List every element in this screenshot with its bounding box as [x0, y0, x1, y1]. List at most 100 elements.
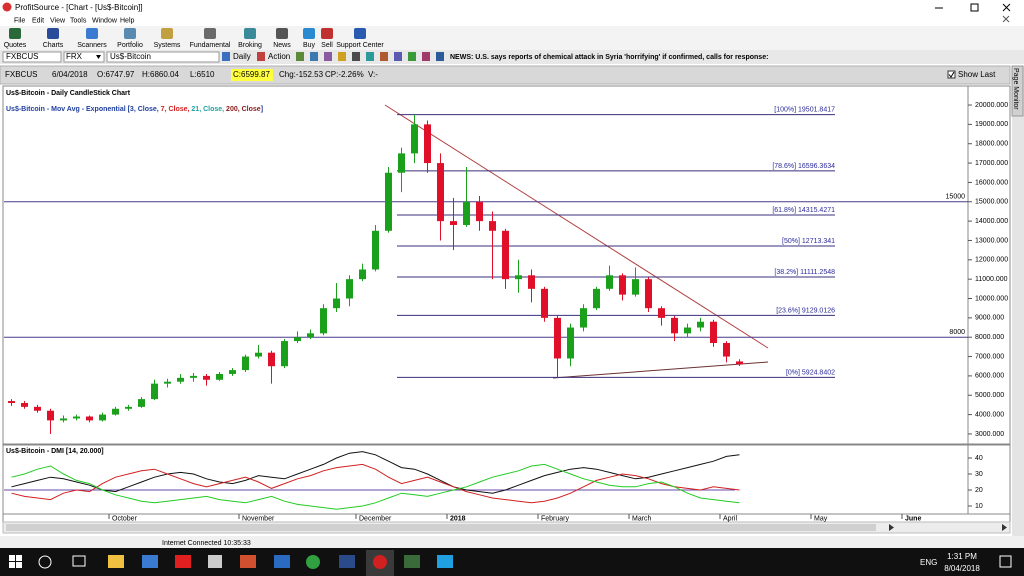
logo-pane — [9, 562, 15, 568]
toolbar-button[interactable]: Support Center — [336, 42, 384, 49]
candle-body — [385, 172, 392, 231]
taskbar-app[interactable] — [142, 555, 158, 568]
toolbar-icon — [321, 28, 333, 39]
task-view[interactable] — [72, 555, 86, 567]
tool-icon[interactable] — [408, 52, 416, 61]
scroll-arrow[interactable] — [1002, 524, 1007, 531]
fib-value: 12713.341 — [802, 238, 835, 245]
toolbar-icon — [303, 28, 315, 39]
symbol-input[interactable] — [2, 51, 62, 63]
candle-body — [255, 352, 262, 357]
menu-item[interactable]: Tools — [70, 17, 87, 24]
candle-body — [437, 163, 444, 222]
fib-value: 19501.8417 — [798, 107, 835, 114]
taskbar-app[interactable] — [240, 555, 256, 568]
tool-icon[interactable] — [310, 52, 318, 61]
tool-icon[interactable] — [352, 52, 360, 61]
taskbar-app[interactable] — [108, 555, 124, 568]
tool-icon[interactable] — [366, 52, 374, 61]
action-icon — [257, 52, 265, 61]
fib-label: [78.6%] 16596.3634 — [772, 163, 835, 170]
action-button[interactable]: Action — [268, 52, 290, 61]
taskbar — [0, 548, 1024, 576]
tool-icon[interactable] — [380, 52, 388, 61]
tray-time[interactable]: 1:31 PM — [947, 552, 977, 561]
start-button[interactable] — [9, 555, 22, 568]
toolbar-button[interactable]: Fundamental — [190, 42, 231, 49]
x-tick-label: November — [242, 515, 275, 522]
dmi-line — [11, 463, 740, 510]
scroll-thumb[interactable] — [6, 524, 876, 531]
candle-body — [476, 201, 483, 222]
candle-body — [658, 308, 665, 318]
fib-value: 14315.4271 — [798, 207, 835, 214]
name-input[interactable] — [106, 51, 220, 63]
tool-icon[interactable] — [394, 52, 402, 61]
x-tick-label: 2018 — [450, 515, 466, 522]
toolbar-button[interactable]: Broking — [238, 42, 262, 49]
candle-body — [619, 275, 626, 295]
scroll-arrow[interactable] — [889, 524, 894, 531]
y-tick-label: 10000.000 — [975, 295, 1008, 302]
side-tab[interactable] — [1011, 65, 1024, 117]
menu-item[interactable]: File — [14, 17, 25, 24]
taskbar-app[interactable] — [437, 555, 453, 568]
candle-body — [60, 418, 67, 421]
menu-item[interactable]: Help — [120, 17, 135, 24]
toolbar-button[interactable]: Quotes — [4, 42, 27, 49]
info-open: O:6747.97 — [97, 70, 135, 79]
info-change-pct: CP:-2.26% — [325, 70, 364, 79]
side-panel — [1012, 66, 1024, 536]
dropdown-arrow — [96, 55, 101, 59]
taskbar-app[interactable] — [274, 555, 290, 568]
toolbar-button[interactable]: Portfolio — [117, 42, 143, 49]
taskbar-app[interactable] — [404, 555, 420, 568]
dmi-title: Us$-Bitcoin - DMI [14, 20.000] — [6, 448, 104, 455]
show-last-checkbox[interactable] — [947, 70, 956, 79]
candle-body — [177, 377, 184, 382]
menu-item[interactable]: Edit — [32, 17, 44, 24]
y-tick-label: 14000.000 — [975, 218, 1008, 225]
legend-part: 7, Close, — [161, 106, 192, 113]
toolbar-button[interactable]: Charts — [43, 42, 64, 49]
menu-item[interactable]: Window — [92, 17, 118, 24]
title-bar — [0, 0, 1024, 14]
candle-body — [99, 414, 106, 421]
tool-icon[interactable] — [296, 52, 304, 61]
tool-icon[interactable] — [422, 52, 430, 61]
menu-item[interactable]: View — [50, 17, 66, 24]
toolbar-button[interactable]: Buy — [303, 42, 316, 49]
tray-date[interactable]: 8/04/2018 — [944, 564, 980, 573]
candle-body — [541, 288, 548, 318]
news-ticker[interactable]: NEWS: U.S. says reports of chemical atta… — [450, 54, 768, 61]
toolbar-button[interactable]: Systems — [154, 42, 181, 49]
candle-body — [567, 327, 574, 359]
toolbar-button[interactable]: Sell — [321, 42, 333, 49]
close-button[interactable] — [1002, 3, 1011, 12]
notification-button[interactable] — [999, 555, 1012, 568]
child-close[interactable] — [1002, 15, 1010, 23]
exchange-select[interactable] — [63, 51, 105, 63]
y-tick-label: 16000.000 — [975, 179, 1008, 186]
tool-icon[interactable] — [324, 52, 332, 61]
toolbar-button[interactable]: News — [273, 42, 291, 49]
taskbar-app[interactable] — [208, 555, 222, 568]
tool-icon[interactable] — [338, 52, 346, 61]
taskbar-app[interactable] — [175, 555, 191, 568]
tray-language[interactable]: ENG — [920, 558, 937, 567]
y-tick-label: 12000.000 — [975, 257, 1008, 264]
period-icon — [222, 52, 230, 61]
taskbar-app[interactable] — [373, 555, 387, 569]
toolbar-button[interactable]: Scanners — [77, 42, 107, 49]
maximize-button[interactable] — [970, 3, 979, 12]
candle-body — [359, 269, 366, 280]
period-button[interactable]: Daily — [233, 52, 251, 61]
x-tick-label: December — [359, 515, 392, 522]
dmi-panel — [2, 444, 1011, 515]
y-tick-label: 3000.000 — [975, 431, 1004, 438]
taskbar-app[interactable] — [339, 555, 355, 568]
candle-body — [723, 343, 730, 357]
candle-body — [424, 124, 431, 164]
taskbar-app[interactable] — [306, 555, 320, 569]
search-button[interactable] — [38, 555, 52, 569]
